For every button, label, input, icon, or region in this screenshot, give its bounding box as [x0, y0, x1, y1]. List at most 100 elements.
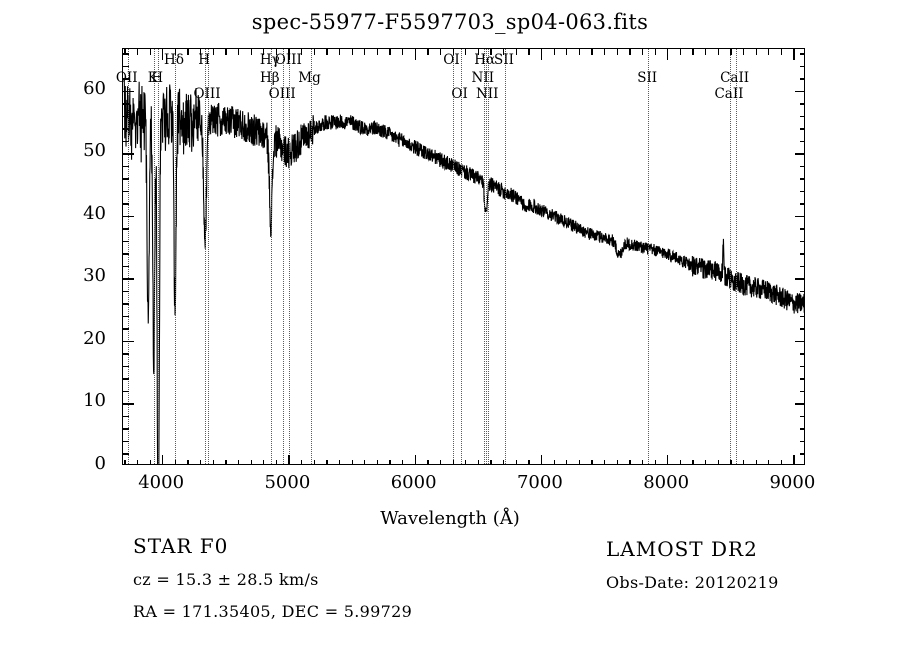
- tick-mark: [503, 460, 505, 464]
- tick-mark: [200, 460, 202, 464]
- tick-mark: [123, 390, 129, 393]
- tick-mark: [629, 460, 631, 464]
- tick-mark: [351, 49, 353, 55]
- tick-mark: [705, 49, 707, 55]
- spectrum-plot-area: [122, 48, 805, 465]
- tick-mark: [250, 460, 252, 464]
- tick-mark: [705, 460, 707, 464]
- tick-mark: [800, 353, 804, 355]
- tick-mark: [123, 328, 129, 330]
- tick-mark: [452, 460, 454, 464]
- tick-mark: [123, 90, 134, 93]
- tick-mark: [123, 65, 129, 68]
- tick-mark: [123, 315, 129, 318]
- tick-mark: [301, 49, 303, 55]
- object-class-text: STAR F0: [133, 534, 229, 558]
- tick-mark: [123, 228, 129, 230]
- tick-mark: [692, 49, 694, 55]
- tick-mark: [123, 365, 129, 368]
- tick-mark: [553, 460, 555, 464]
- tick-mark: [800, 303, 804, 305]
- tick-mark: [136, 49, 139, 55]
- tick-mark: [800, 78, 804, 80]
- tick-mark: [578, 460, 581, 464]
- line-label: H: [198, 52, 210, 68]
- tick-mark: [313, 460, 315, 464]
- tick-mark: [540, 49, 543, 60]
- line-label: SII: [494, 52, 514, 68]
- tick-mark: [123, 115, 129, 118]
- tick-mark: [364, 49, 366, 55]
- plot-inner: [123, 49, 804, 464]
- line-label: OI: [443, 52, 460, 68]
- x-tick-label: 6000: [390, 472, 437, 493]
- tick-mark: [780, 460, 783, 464]
- line-label: NII: [475, 86, 499, 102]
- tick-mark: [123, 78, 129, 80]
- tick-mark: [800, 178, 804, 180]
- coordinates-text: RA = 171.35405, DEC = 5.99729: [133, 602, 413, 621]
- x-tick-label: 9000: [769, 472, 816, 493]
- tick-mark: [800, 115, 804, 118]
- y-tick-label: 0: [94, 453, 106, 474]
- tick-mark: [149, 460, 151, 464]
- line-marker: [648, 49, 650, 464]
- line-label: CaII: [714, 86, 744, 102]
- tick-mark: [515, 460, 517, 464]
- tick-mark: [225, 49, 227, 55]
- line-label: OIII: [193, 86, 221, 102]
- tick-mark: [174, 49, 177, 55]
- x-axis-label: Wavelength (Å): [380, 508, 520, 529]
- line-marker: [310, 49, 312, 464]
- tick-mark: [641, 49, 644, 55]
- tick-mark: [351, 460, 353, 464]
- tick-mark: [225, 460, 227, 464]
- tick-mark: [313, 49, 315, 55]
- tick-mark: [123, 203, 129, 205]
- line-marker: [158, 49, 160, 464]
- tick-mark: [795, 340, 804, 343]
- tick-mark: [641, 460, 644, 464]
- tick-mark: [591, 49, 593, 55]
- tick-mark: [326, 49, 328, 55]
- tick-mark: [288, 455, 290, 464]
- tick-mark: [263, 49, 265, 55]
- tick-mark: [212, 49, 214, 55]
- tick-mark: [755, 460, 757, 464]
- tick-mark: [768, 460, 770, 464]
- survey-text: LAMOST DR2: [606, 537, 758, 561]
- line-label: Hδ: [164, 52, 184, 68]
- line-label: Hγ: [259, 52, 280, 68]
- tick-mark: [667, 49, 669, 60]
- x-tick-label: 5000: [264, 472, 311, 493]
- line-marker: [289, 49, 291, 464]
- line-label: SII: [637, 70, 658, 86]
- obs-date-text: Obs-Date: 20120219: [606, 573, 779, 592]
- tick-mark: [149, 49, 151, 55]
- tick-mark: [490, 460, 492, 464]
- tick-mark: [301, 460, 303, 464]
- line-label: CaII: [720, 70, 750, 86]
- tick-mark: [679, 49, 682, 55]
- tick-mark: [364, 460, 366, 464]
- tick-mark: [515, 49, 517, 55]
- tick-mark: [123, 440, 129, 443]
- line-label: NII: [471, 70, 495, 86]
- tick-mark: [123, 165, 129, 168]
- tick-mark: [275, 460, 278, 464]
- tick-mark: [123, 415, 129, 418]
- tick-mark: [123, 153, 134, 155]
- tick-mark: [275, 49, 278, 55]
- tick-mark: [439, 49, 442, 55]
- y-tick-label: 60: [83, 77, 106, 99]
- tick-mark: [654, 460, 656, 464]
- tick-mark: [795, 90, 804, 93]
- line-label: K: [147, 70, 158, 86]
- tick-mark: [654, 49, 656, 55]
- tick-mark: [326, 460, 328, 464]
- tick-mark: [123, 290, 129, 293]
- tick-mark: [800, 290, 804, 293]
- line-label: Hα: [474, 52, 496, 68]
- tick-mark: [604, 49, 606, 55]
